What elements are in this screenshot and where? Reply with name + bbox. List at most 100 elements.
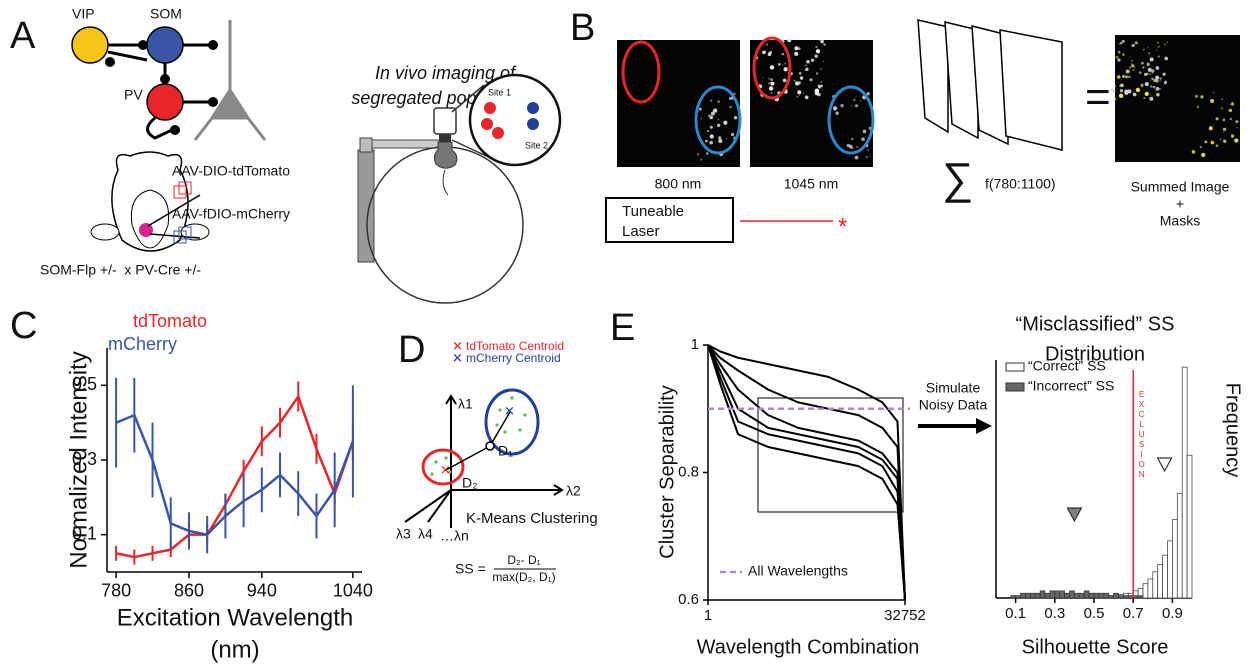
red-cell — [492, 127, 504, 139]
cluster-point — [498, 408, 501, 411]
cell-spot — [1148, 52, 1150, 54]
median-marker — [1158, 458, 1172, 471]
legend-swatch — [1006, 363, 1024, 371]
cell-spot — [816, 72, 818, 74]
cell-spot — [1113, 98, 1116, 101]
cell-spot — [1143, 97, 1145, 99]
cell-spot — [766, 44, 768, 46]
legend-label: tdTomato — [133, 311, 207, 331]
cell-spot — [717, 100, 719, 102]
cell-label: PV — [124, 87, 143, 103]
site-label: Site 2 — [525, 140, 548, 150]
cell-spot — [1117, 58, 1120, 61]
cell-spot — [709, 141, 713, 145]
bar — [1104, 593, 1109, 598]
cell-spot — [861, 137, 865, 141]
cell-spot — [799, 72, 802, 75]
cell-spot — [840, 104, 843, 107]
cell-spot — [800, 76, 804, 80]
legend-label: All Wavelengths — [748, 563, 848, 579]
cell-spot — [796, 96, 798, 98]
cluster-point — [510, 396, 513, 399]
bar — [1025, 593, 1030, 598]
bar — [1123, 596, 1128, 598]
x-tick-label: 780 — [101, 580, 131, 600]
cell-spot — [1115, 57, 1116, 58]
cell-spot — [709, 116, 713, 120]
cell-spot — [823, 43, 826, 46]
rig-cap — [360, 138, 372, 152]
cell-spot — [787, 38, 791, 42]
synapse — [170, 125, 180, 135]
cell-spot — [805, 64, 807, 66]
cell-spot — [863, 130, 867, 134]
cell-spot — [810, 78, 813, 81]
cell-spot — [770, 78, 773, 81]
cell-spot — [805, 95, 809, 99]
cell-spot — [1163, 73, 1166, 76]
cell-spot — [1164, 43, 1166, 45]
cell-spot — [1145, 92, 1149, 96]
cell-spot — [1197, 106, 1199, 108]
cell-spot — [1129, 57, 1130, 58]
cell-spot — [782, 64, 783, 65]
y-axis-label: Normalized Intensity — [65, 351, 92, 568]
cell-spot — [1223, 119, 1226, 122]
exclusion-label: EXCLUSION — [1137, 390, 1146, 480]
laser-label: Laser — [622, 223, 660, 240]
cell-spot — [1156, 93, 1160, 97]
highlight-box — [758, 398, 903, 512]
cell-spot — [1153, 86, 1156, 89]
result-label: Masks — [1160, 213, 1200, 229]
som-cell — [147, 27, 183, 63]
axis-label: …λn — [440, 528, 469, 544]
cell-spot — [707, 130, 709, 132]
cell-spot — [717, 124, 720, 127]
panel-label: C — [10, 305, 37, 347]
cell-spot — [1143, 49, 1145, 51]
cell-spot — [855, 156, 859, 160]
virus-label: AAV-fDIO-mCherry — [172, 206, 290, 222]
bar — [1168, 541, 1173, 598]
cell-spot — [1221, 98, 1223, 100]
cell-spot — [1159, 88, 1161, 90]
cell-spot — [784, 67, 788, 71]
panel-label: D — [398, 329, 425, 371]
bar — [1148, 579, 1153, 598]
cell-spot — [849, 145, 853, 149]
formula: D₂- D₁ — [507, 553, 540, 567]
cell-spot — [763, 77, 764, 78]
panel-label: E — [610, 307, 635, 349]
cell-spot — [855, 96, 856, 97]
x-tick-label: 0.9 — [1162, 605, 1183, 622]
cell-spot — [856, 146, 858, 148]
cell-spot — [784, 63, 786, 65]
cell-spot — [1213, 92, 1215, 94]
cell-spot — [817, 49, 819, 51]
mouse-tail — [443, 170, 448, 195]
cell-spot — [718, 139, 722, 143]
formula: max(D₂, D₁) — [492, 570, 555, 584]
x-tick-label: 0.1 — [1005, 605, 1026, 622]
cell-spot — [1195, 95, 1198, 98]
cluster-point — [444, 456, 447, 459]
cell-spot — [835, 111, 838, 114]
cell-spot — [699, 108, 702, 111]
cell-spot — [1151, 87, 1152, 88]
bar — [1074, 593, 1079, 598]
cell-spot — [1148, 68, 1152, 72]
result-label: Summed Image — [1131, 179, 1230, 195]
cell-spot — [1117, 75, 1121, 79]
legend-label: “Incorrect” SS — [1028, 378, 1114, 394]
vip-cell — [72, 27, 108, 63]
cell-spot — [1119, 85, 1121, 87]
cell-spot — [815, 89, 819, 93]
asterisk: * — [838, 213, 847, 240]
cell-spot — [731, 133, 734, 136]
cell-spot — [762, 51, 765, 54]
cell-spot — [700, 118, 702, 120]
x-axis-label: Wavelength Combination — [697, 636, 920, 658]
median-marker — [1067, 508, 1081, 521]
cell-spot — [1133, 93, 1137, 97]
sum-symbol: ∑ — [942, 155, 973, 204]
